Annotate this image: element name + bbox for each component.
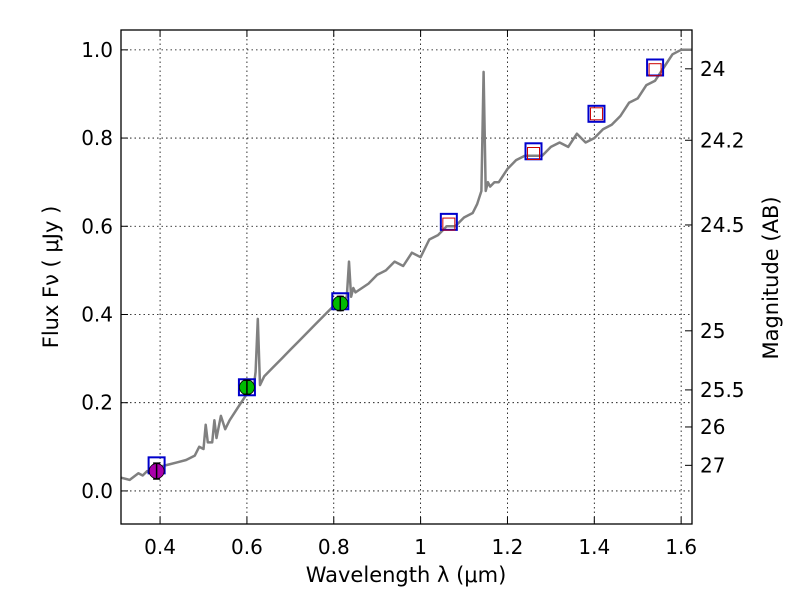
mag-tick-label: 24.2 xyxy=(700,128,745,152)
mag-tick-label: 25 xyxy=(700,319,725,343)
y-axis-label: Flux Fν ( μJy ) xyxy=(39,206,63,349)
x-tick-label: 1.2 xyxy=(492,535,524,559)
photometry-square xyxy=(587,104,606,123)
x-tick-label: 1.4 xyxy=(578,535,610,559)
photometry-square xyxy=(237,378,256,397)
x-tick-label: 1.6 xyxy=(665,535,697,559)
y-tick-label: 0.8 xyxy=(81,126,113,150)
y-tick-label: 0.2 xyxy=(81,391,113,415)
plot-frame xyxy=(120,29,693,525)
y2-axis-label: Magnitude (AB) xyxy=(759,196,783,359)
y-tick-label: 1.0 xyxy=(81,38,113,62)
mag-tick-label: 24 xyxy=(700,57,725,81)
x-tick-label: 0.4 xyxy=(144,535,176,559)
y-tick-label: 0.0 xyxy=(81,479,113,503)
mag-tick-label: 26 xyxy=(700,415,725,439)
upper-limit-square xyxy=(589,107,603,121)
mag-tick-label: 25.5 xyxy=(700,378,745,402)
x-tick-label: 0.8 xyxy=(318,535,350,559)
ticks: 0.4 0.6 0.8 1 1.2 1.4 1.6 0.0 0.2 0.4 0.6 0.8 1.0 24 2… xyxy=(81,30,745,559)
mag-tick-label: 27 xyxy=(700,453,725,477)
mag-tick-label: 24.5 xyxy=(700,213,745,237)
x-tick-label: 1 xyxy=(414,535,427,559)
y-tick-label: 0.6 xyxy=(81,214,113,238)
upper-limit-square xyxy=(442,217,456,231)
x-tick-label: 0.6 xyxy=(231,535,263,559)
upper-limit-square xyxy=(527,147,541,160)
series-layer xyxy=(120,48,692,482)
spectrum-line xyxy=(120,48,692,482)
x-axis-label: Wavelength λ (μm) xyxy=(306,563,507,587)
grid xyxy=(121,30,692,524)
y-tick-label: 0.4 xyxy=(81,302,113,326)
upper-limit-square xyxy=(648,63,662,77)
